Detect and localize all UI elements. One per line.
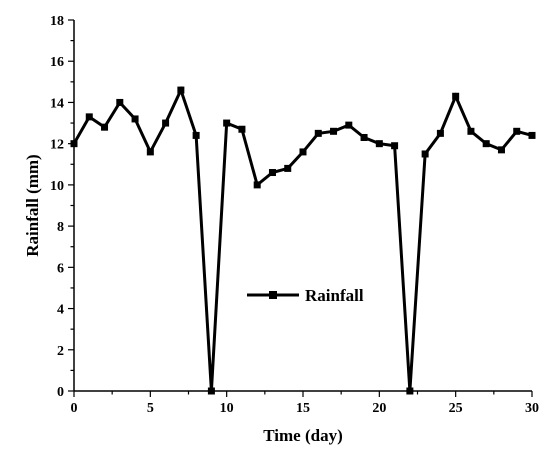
x-tick-label: 0 [71,401,78,416]
data-point-marker [330,127,338,135]
x-axis-label: Time (day) [263,426,343,445]
axes [73,20,532,392]
x-tick-label: 15 [296,401,310,416]
data-point-marker [146,148,154,156]
series-layer [70,86,536,395]
y-tick-label: 4 [57,303,64,318]
legend: Rainfall [247,286,364,305]
data-point-marker [482,140,490,148]
data-point-marker [162,119,170,127]
y-tick-label: 6 [57,261,64,276]
data-point-marker [299,148,307,156]
y-tick-label: 16 [50,55,64,70]
data-point-marker [436,129,444,137]
data-point-marker [375,140,383,148]
data-point-marker [284,164,292,172]
data-point-marker [452,92,460,100]
data-point-marker [101,123,109,131]
data-point-marker [268,169,276,177]
x-tick-label: 5 [147,401,154,416]
series-line-0 [72,86,533,392]
data-point-marker [238,125,246,133]
tick-marks [68,19,533,397]
data-point-marker [406,387,414,395]
data-point-marker [421,150,429,158]
y-tick-label: 2 [57,344,64,359]
legend-label: Rainfall [305,286,364,305]
data-point-marker [116,98,124,106]
data-point-marker [223,119,231,127]
y-tick-label: 10 [50,179,64,194]
data-point-marker [192,131,200,139]
x-tick-label: 20 [372,401,386,416]
y-tick-label: 12 [50,138,64,153]
x-tick-label: 10 [220,401,234,416]
data-point-marker [70,140,78,148]
y-tick-label: 0 [57,385,64,400]
data-point-marker [360,133,368,141]
x-tick-label: 25 [449,401,463,416]
data-point-marker [207,387,215,395]
y-tick-label: 18 [50,14,64,29]
data-point-marker [497,146,505,154]
tick-labels: 0 5 10 15 20 25 30 0 2 4 6 8 10 12 14 16 18 [50,14,539,416]
x-tick-label: 30 [525,401,539,416]
data-point-marker [345,121,353,129]
data-point-marker [177,86,185,94]
data-point-marker [85,113,93,121]
data-point-marker [314,129,322,137]
data-point-marker [513,127,521,135]
data-point-marker [467,127,475,135]
data-point-marker [131,115,139,123]
data-point-marker [253,181,261,189]
data-point-marker [391,142,399,150]
y-axis-label: Rainfall (mm) [23,154,42,256]
y-tick-label: 8 [57,220,64,235]
data-point-marker [528,131,536,139]
y-tick-label: 14 [50,96,64,111]
legend-swatch-marker [269,291,277,299]
